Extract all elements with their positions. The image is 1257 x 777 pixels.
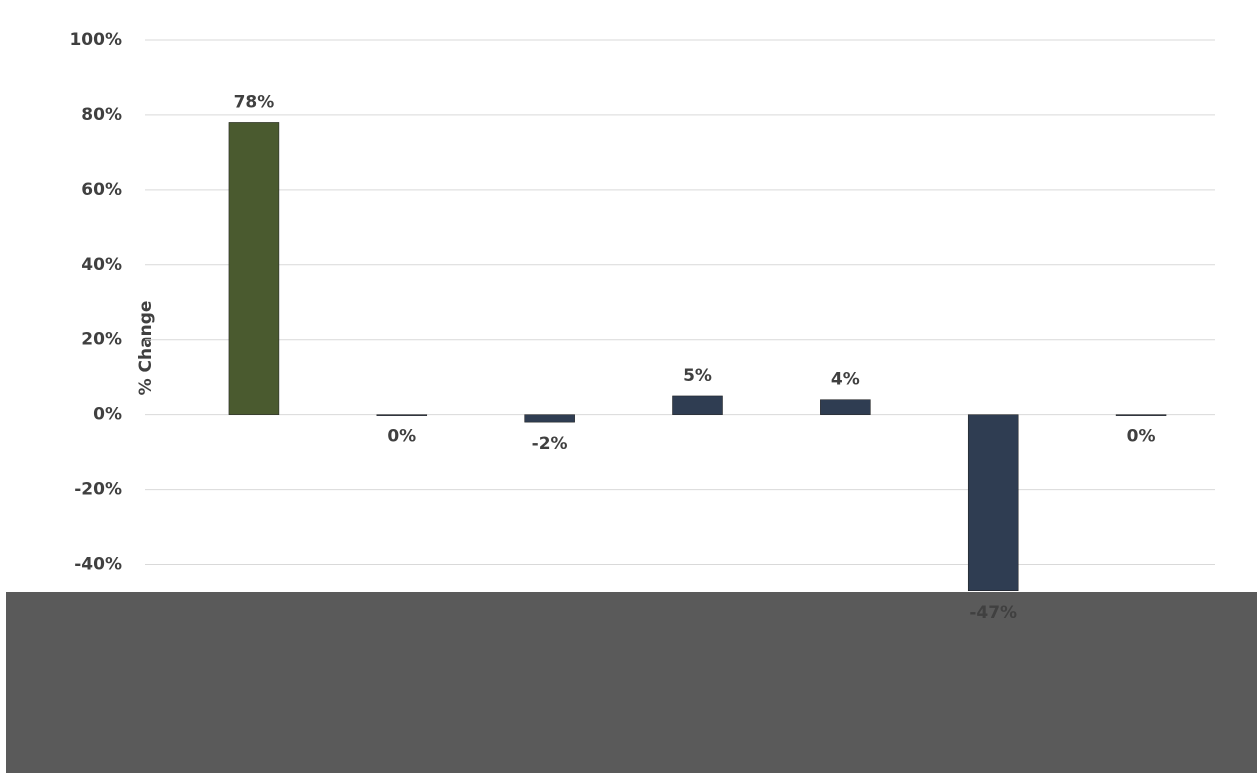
bar [820,399,871,415]
data-label: 78% [234,92,275,112]
y-axis-label: % Change [136,301,156,396]
bar [228,122,280,415]
y-tick-label: 100% [69,30,122,50]
bar [1115,414,1167,416]
data-label: 0% [1127,427,1156,447]
y-tick-label: -20% [74,480,122,500]
y-tick-label: -40% [74,555,122,575]
bar [524,414,575,423]
y-tick-label: 40% [81,255,122,275]
y-tick-label: 0% [93,405,122,425]
y-tick-label: 60% [81,180,122,200]
bar [672,395,723,415]
bar [967,414,1019,592]
data-label: -2% [532,434,568,454]
bar [376,414,428,416]
y-tick-label: 20% [81,330,122,350]
y-tick-label: 80% [81,105,122,125]
data-label: 5% [683,366,712,386]
data-label: 0% [387,427,416,447]
data-label: 4% [831,370,860,390]
data-label: -47% [969,603,1017,623]
glitch-band [6,592,1257,773]
